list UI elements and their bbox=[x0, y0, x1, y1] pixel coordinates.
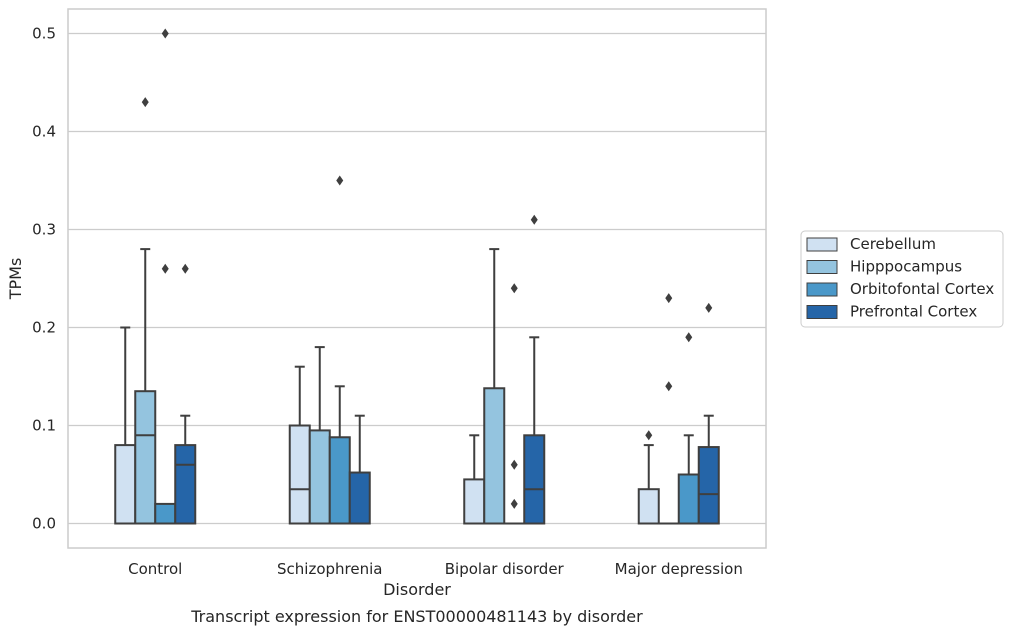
gridlines bbox=[68, 32, 766, 525]
x-tick-label: Control bbox=[128, 560, 182, 578]
outlier-point bbox=[336, 175, 344, 186]
x-tick-label: Bipolar disorder bbox=[445, 560, 565, 578]
box-group bbox=[637, 430, 660, 525]
box-iqr bbox=[677, 473, 700, 525]
box-group bbox=[308, 346, 331, 525]
plot-frame bbox=[67, 8, 767, 549]
outlier-point bbox=[705, 302, 713, 313]
box-iqr bbox=[637, 488, 660, 525]
box-group bbox=[463, 434, 486, 525]
x-tick-label: Schizophrenia bbox=[277, 560, 382, 578]
y-tick-label: 0.3 bbox=[32, 221, 56, 239]
chart-caption: Transcript expression for ENST0000048114… bbox=[190, 607, 643, 626]
box-group bbox=[154, 28, 177, 525]
box-iqr bbox=[174, 444, 197, 525]
legend: Cerebellum Hipppocampus Orbitofontal Corte… bbox=[800, 230, 1004, 328]
boxes bbox=[114, 28, 720, 525]
outlier-point bbox=[665, 293, 673, 304]
outlier-point bbox=[161, 263, 169, 274]
outlier-point bbox=[141, 97, 149, 108]
box-iqr bbox=[134, 390, 157, 525]
outlier-point bbox=[665, 381, 673, 392]
outlier-point bbox=[685, 332, 693, 343]
box-iqr bbox=[523, 434, 546, 525]
box-group bbox=[348, 414, 371, 525]
box-iqr bbox=[308, 429, 331, 525]
legend-label: Cerebellum bbox=[850, 235, 936, 253]
legend-swatch bbox=[806, 305, 838, 319]
legend-swatch bbox=[806, 237, 838, 252]
y-tick-label: 0.1 bbox=[32, 417, 56, 435]
box-group bbox=[523, 214, 546, 525]
box-iqr bbox=[328, 436, 351, 525]
legend-label: Orbitofontal Cortex bbox=[850, 280, 994, 298]
legend-label: Hipppocampus bbox=[850, 258, 962, 276]
box-iqr bbox=[463, 478, 486, 525]
x-axis-label: Disorder bbox=[383, 580, 451, 599]
legend-label: Prefrontal Cortex bbox=[850, 303, 977, 321]
y-axis-label: TPMs bbox=[6, 258, 25, 301]
y-tick-label: 0.4 bbox=[32, 123, 56, 141]
box-group bbox=[503, 283, 526, 525]
y-tick-label: 0.2 bbox=[32, 319, 56, 337]
box-iqr bbox=[483, 387, 506, 525]
y-axis-ticks: 0.0 0.1 0.2 0.3 0.4 0.5 bbox=[32, 25, 56, 533]
box-iqr bbox=[114, 444, 137, 525]
box-group bbox=[174, 263, 197, 525]
box-group bbox=[288, 365, 311, 525]
box-iqr bbox=[154, 502, 177, 525]
x-axis-ticks: Control Schizophrenia Bipolar disorder Majo… bbox=[128, 560, 743, 578]
outlier-point bbox=[510, 498, 518, 509]
legend-frame bbox=[800, 230, 1004, 328]
box-iqr bbox=[348, 471, 371, 525]
outlier-point bbox=[530, 214, 538, 225]
box-group bbox=[134, 97, 157, 525]
outlier-point bbox=[510, 283, 518, 294]
box-iqr bbox=[288, 424, 311, 525]
x-tick-label: Major depression bbox=[615, 560, 743, 578]
legend-swatch bbox=[806, 260, 838, 274]
outlier-point bbox=[645, 430, 653, 441]
y-tick-label: 0.5 bbox=[32, 25, 56, 43]
box-group bbox=[483, 248, 506, 525]
legend-swatch bbox=[806, 282, 838, 297]
box-iqr bbox=[697, 446, 720, 525]
box-group bbox=[697, 302, 720, 525]
y-tick-label: 0.0 bbox=[32, 515, 56, 533]
outlier-point bbox=[181, 263, 189, 274]
box-group bbox=[328, 175, 351, 525]
outlier-point bbox=[161, 28, 169, 39]
outlier-point bbox=[510, 459, 518, 470]
box-group bbox=[677, 332, 700, 525]
